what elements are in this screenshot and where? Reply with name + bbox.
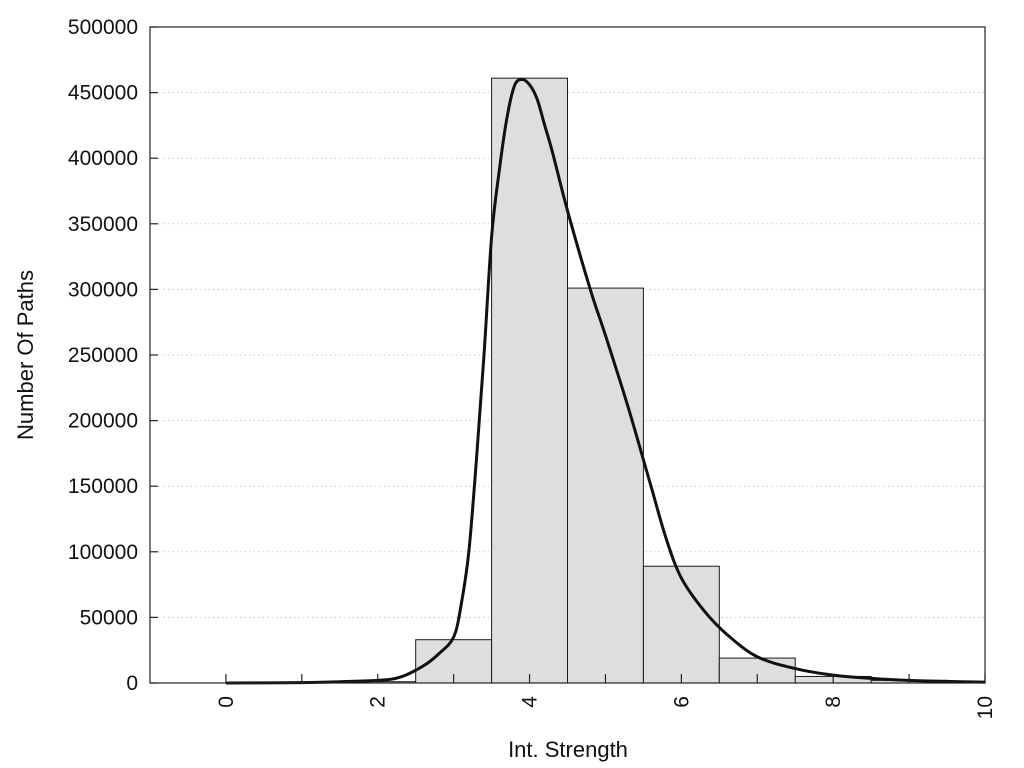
x-tick-label: 2 <box>367 696 390 708</box>
x-tick-label: 4 <box>519 696 542 708</box>
x-tick-label: 6 <box>670 696 693 708</box>
y-tick-label: 100000 <box>68 541 138 564</box>
y-tick-label: 0 <box>126 672 138 695</box>
y-tick-label: 300000 <box>68 278 138 301</box>
y-axis-title: Number Of Paths <box>13 270 38 440</box>
x-axis-ticks: 0 2 4 6 8 10 <box>215 674 997 719</box>
y-tick-label: 450000 <box>68 82 138 105</box>
y-tick-label: 400000 <box>68 147 138 170</box>
histogram-bar <box>642 565 720 684</box>
x-axis-title: Int. Strength <box>508 737 628 762</box>
y-axis-ticks: 0 50000 100000 150000 200000 250000 300000 3500… <box>68 16 158 695</box>
y-tick-label: 50000 <box>80 606 138 629</box>
histogram-bar <box>567 287 644 684</box>
y-tick-label: 200000 <box>68 410 138 433</box>
x-tick-label: 10 <box>974 696 997 719</box>
histogram-bars <box>339 77 948 684</box>
y-tick-label: 250000 <box>68 344 138 367</box>
y-tick-label: 350000 <box>68 213 138 236</box>
y-tick-label: 500000 <box>68 16 138 39</box>
x-tick-label: 0 <box>215 696 238 708</box>
x-tick-label: 8 <box>822 696 845 708</box>
y-tick-label: 150000 <box>68 475 138 498</box>
fit-curve <box>225 77 986 685</box>
